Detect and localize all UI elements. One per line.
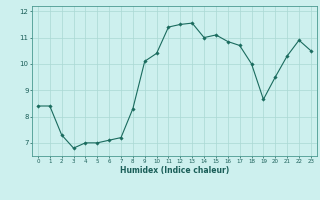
X-axis label: Humidex (Indice chaleur): Humidex (Indice chaleur) [120,166,229,175]
